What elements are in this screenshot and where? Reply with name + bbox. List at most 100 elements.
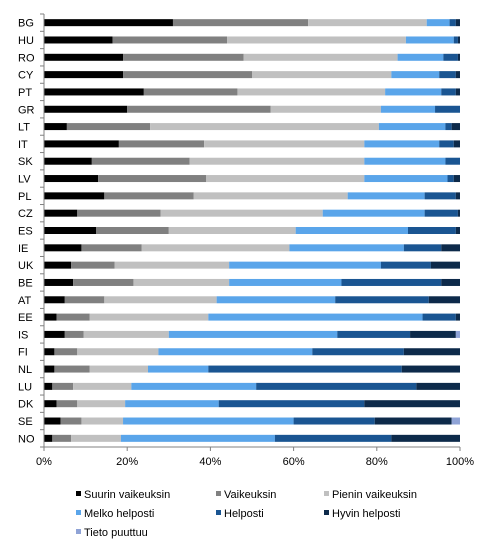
bar-segment-FI-2 [77, 348, 159, 356]
x-axis: 0% 20% 40% 60% 80% 100% [36, 446, 474, 468]
bar-segment-BE-1 [73, 278, 134, 286]
category-label: DK [18, 399, 34, 411]
bar-segment-IT-0 [44, 140, 119, 148]
bar-segment-BG-4 [449, 19, 456, 27]
category-label: IT [18, 139, 28, 151]
bar-segment-CY-2 [252, 71, 392, 79]
bar-segment-SK-0 [44, 157, 92, 165]
category-label: LV [18, 174, 31, 186]
bar-segment-CZ-2 [160, 209, 323, 217]
bar-segment-CY-4 [439, 71, 456, 79]
category-label: NO [18, 433, 35, 445]
bar-segment-PT-4 [441, 88, 456, 96]
bar-segment-IS-0 [44, 330, 65, 338]
bar-segment-CY-1 [123, 71, 252, 79]
bar-segment-LU-1 [52, 382, 74, 390]
bar-segment-IS-3 [168, 330, 338, 338]
bar-segment-PT-5 [455, 88, 460, 96]
bar-segment-SK-2 [189, 157, 365, 165]
legend-swatch [324, 510, 329, 515]
bar-segment-FI-1 [54, 348, 78, 356]
bar-segment-NL-1 [54, 365, 90, 373]
category-label: ES [18, 226, 33, 238]
bar-segment-LT-5 [451, 123, 460, 131]
bar-segment-IT-3 [364, 140, 440, 148]
legend-swatch [216, 510, 221, 515]
bar-segment-RO-1 [123, 53, 244, 61]
bar-segment-PT-0 [44, 88, 144, 96]
bar-segment-UK-4 [380, 261, 431, 269]
bar-segment-EE-3 [208, 313, 423, 321]
bar-segment-PL-4 [424, 192, 456, 200]
category-label: IS [18, 329, 28, 341]
bar-segment-HU-0 [44, 36, 113, 44]
x-tick-label: 60% [283, 456, 305, 468]
bar-segment-SK-4 [445, 157, 460, 165]
bar-segment-CZ-3 [322, 209, 425, 217]
bar-segment-FI-5 [403, 348, 460, 356]
bar-segment-SE-1 [60, 417, 82, 425]
bar-segment-SE-5 [374, 417, 452, 425]
category-label: LU [18, 381, 32, 393]
bar-segment-SK-1 [91, 157, 190, 165]
bar-segment-IT-1 [118, 140, 205, 148]
bar-segment-PL-0 [44, 192, 105, 200]
bar-segment-LT-1 [66, 123, 151, 131]
bar-segment-GR-3 [380, 105, 436, 113]
bar-segment-LV-1 [98, 175, 207, 183]
bar-segment-EE-0 [44, 313, 57, 321]
bar-segment-SE-4 [293, 417, 375, 425]
bar-segment-ES-0 [44, 227, 96, 234]
legend-swatch [216, 491, 221, 496]
legend-label: Vaikeuksin [224, 489, 276, 501]
category-label: SE [18, 416, 33, 428]
category-label: LT [18, 122, 30, 134]
x-tick-label: 100% [446, 456, 474, 468]
bar-segment-UK-2 [114, 261, 230, 269]
bar-segment-GR-1 [127, 105, 271, 113]
bar-segment-SE-2 [81, 417, 124, 425]
bar-segment-SE-0 [44, 417, 61, 425]
bar-segment-EE-2 [89, 313, 209, 321]
bar-segment-PT-3 [385, 88, 442, 96]
bar-segment-CZ-0 [44, 209, 78, 217]
bar-segment-BE-5 [441, 278, 460, 286]
category-label: AT [18, 295, 32, 307]
category-label: NL [18, 364, 32, 376]
bar-segment-DK-3 [125, 400, 219, 408]
bar-segment-ES-3 [295, 227, 408, 234]
bar-segment-UK-3 [229, 261, 381, 269]
bar-segment-CY-5 [455, 71, 460, 79]
bar-segment-IS-1 [64, 330, 84, 338]
bar-segment-NO-5 [391, 434, 460, 442]
bar-segment-LT-4 [445, 123, 452, 131]
bar-segment-IE-3 [289, 244, 404, 252]
x-tick-label: 40% [199, 456, 221, 468]
legend-label: Suurin vaikeuksin [84, 489, 170, 501]
bar-segment-HU-4 [453, 36, 458, 44]
bar-segment-IS-6 [455, 330, 460, 338]
bar-segment-NO-4 [274, 434, 392, 442]
legend: Suurin vaikeuksin Vaikeuksin Pienin vaikeu… [76, 489, 417, 539]
bar-segment-AT-3 [216, 296, 336, 304]
category-label: GR [18, 104, 35, 116]
plot-area [44, 19, 460, 442]
category-label: EE [18, 312, 33, 324]
bar-segment-CZ-5 [457, 209, 460, 217]
bar-segment-UK-5 [430, 261, 460, 269]
category-label: IE [18, 243, 28, 255]
bar-segment-DK-0 [44, 400, 57, 408]
category-label: PT [18, 87, 32, 99]
bar-segment-BG-1 [172, 19, 309, 27]
bar-segment-PL-3 [347, 192, 425, 200]
bar-segment-IE-0 [44, 244, 82, 252]
bar-segment-IE-1 [81, 244, 142, 252]
bar-segment-LU-3 [131, 382, 257, 390]
bar-segment-LV-3 [364, 175, 448, 183]
bar-segment-LU-2 [73, 382, 132, 390]
bar-segment-RO-2 [243, 53, 398, 61]
bar-segment-CZ-4 [424, 209, 458, 217]
bar-segment-IE-2 [141, 244, 290, 252]
